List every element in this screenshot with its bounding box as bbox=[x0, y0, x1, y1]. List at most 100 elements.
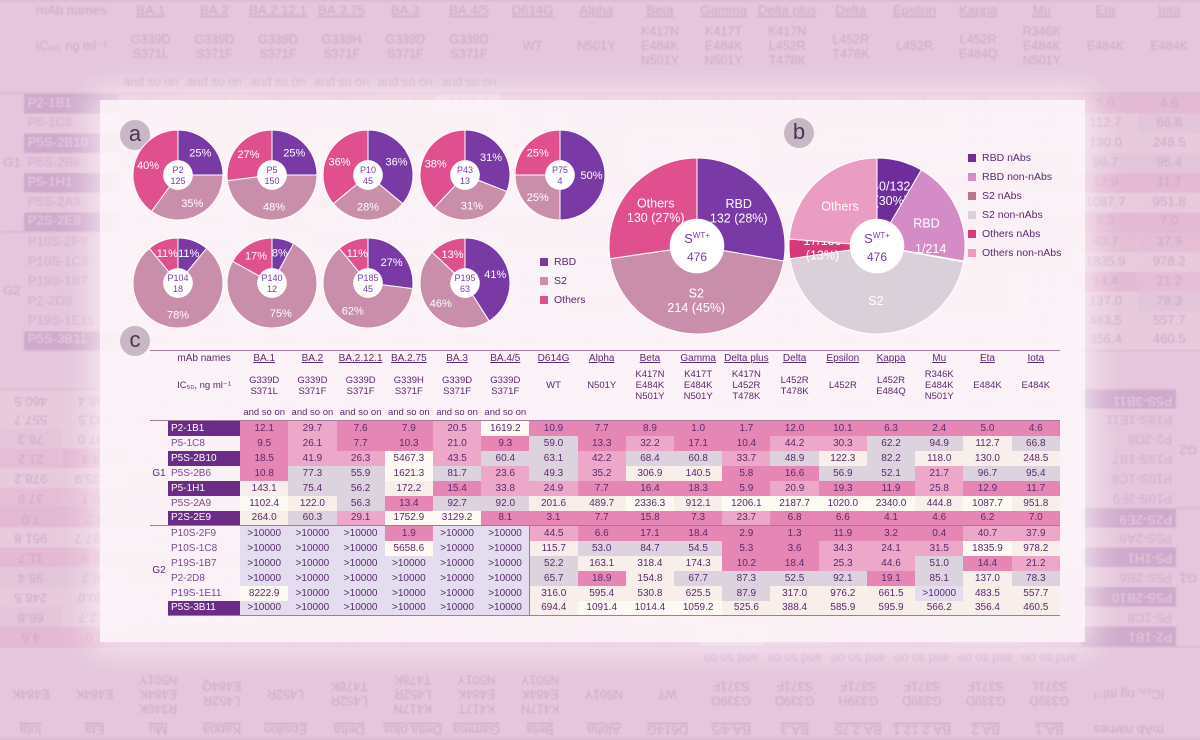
ic50-cell: 1835.9 bbox=[1073, 251, 1138, 272]
ic50-cell: 1.7 bbox=[722, 420, 771, 436]
mutation-cell: N501Y bbox=[578, 366, 626, 406]
header-row-variants: mAb names BA.1 BA.2 BA.2.12.1 BA.2.75 BA.3 BA.… bbox=[150, 350, 1060, 366]
note-cell bbox=[963, 406, 1011, 421]
ic50-cell: 48.9 bbox=[770, 450, 819, 466]
ic50-cell: 32.2 bbox=[625, 435, 675, 451]
slice-label: 38% bbox=[425, 158, 447, 170]
ic50-cell: >10000 bbox=[288, 525, 337, 541]
variant-name: Eta bbox=[1095, 3, 1116, 19]
blank bbox=[0, 0, 24, 21]
variant-header: Delta plus bbox=[722, 350, 771, 366]
legend-label: S2 non-nAbs bbox=[982, 208, 1043, 221]
ic50-cell: 7.9 bbox=[384, 420, 433, 436]
variant-header: Beta bbox=[628, 0, 692, 21]
ic50-cell: 7.7 bbox=[577, 510, 626, 526]
variant-header: Iota bbox=[1011, 350, 1060, 366]
ic50-cell: 3129.2 bbox=[432, 510, 482, 526]
ic50-cell: 65.7 bbox=[528, 570, 578, 586]
ic50-cell: 30.3 bbox=[818, 435, 867, 451]
variant-name: BA.2.12.1 bbox=[338, 352, 383, 364]
mab-name: P2-2D8 bbox=[27, 293, 73, 309]
mutation: G339D bbox=[385, 32, 426, 47]
pie-slice bbox=[789, 245, 965, 335]
pie-center bbox=[163, 160, 193, 190]
variant-header: Epsilon bbox=[882, 0, 947, 21]
ic50-cell: 12.0 bbox=[770, 420, 819, 436]
legend-item: RBD nAbs bbox=[968, 148, 1061, 167]
ic50-cell: 317.0 bbox=[770, 585, 819, 601]
ic50-cell: 7.7 bbox=[577, 420, 626, 436]
ic50-cell: 9.5 bbox=[240, 435, 289, 451]
mutation: G339D bbox=[249, 374, 280, 386]
ic50-cell: 94.9 bbox=[915, 435, 964, 451]
legend-item: RBD bbox=[540, 252, 586, 271]
mutation-cell: G339D S371L bbox=[119, 20, 183, 73]
ic50-cell: 1087.7 bbox=[963, 495, 1012, 511]
name-header: mAb names bbox=[23, 0, 119, 21]
mab-name: P5S-2B6 bbox=[27, 155, 81, 170]
variant-name: Iota bbox=[1158, 3, 1181, 19]
note-cell: and so on bbox=[339, 407, 382, 419]
pie-count: 45 bbox=[363, 284, 373, 294]
ic50-cell: 1059.2 bbox=[674, 600, 723, 616]
mutation: S371F bbox=[298, 385, 327, 397]
ic50-cell: 59.0 bbox=[529, 435, 578, 451]
mutation: S371L bbox=[250, 385, 278, 397]
ic50-cell: 40.7 bbox=[963, 525, 1012, 541]
variant-header: Mu bbox=[1009, 0, 1074, 21]
slice-label: 25% bbox=[283, 148, 305, 160]
mutation: L452R bbox=[828, 380, 857, 391]
ic50-cell: 694.4 bbox=[528, 600, 578, 616]
mutation-cell: WT bbox=[501, 20, 565, 73]
ic50-cell: 21.0 bbox=[432, 435, 482, 451]
ic50-cell: 84.7 bbox=[625, 540, 675, 556]
group-label: G2 bbox=[150, 525, 169, 616]
variant-name: Alpha bbox=[579, 3, 614, 19]
ic50-cell: 1091.4 bbox=[577, 600, 626, 616]
ic50-cell: 130.0 bbox=[1073, 132, 1138, 153]
mutation: L452R bbox=[959, 32, 997, 47]
ic50-cell: 78.3 bbox=[1011, 570, 1060, 586]
pie-count: 13 bbox=[460, 176, 470, 186]
mutation: E484K bbox=[683, 380, 713, 391]
note-cell bbox=[529, 406, 577, 421]
mutation: E484K bbox=[973, 380, 1002, 391]
header-row-mutations: IC₅₀, ng ml⁻¹ G339D S371L G339D S371F G339D S3… bbox=[150, 366, 1060, 406]
legend-label: S2 nAbs bbox=[982, 189, 1022, 202]
ic50-cell: 16.6 bbox=[770, 465, 819, 481]
variant-name: BA.2 bbox=[301, 352, 324, 364]
legend-swatch bbox=[968, 229, 976, 238]
slice-label: RBD bbox=[913, 216, 939, 230]
panel-b-legend: RBD nAbs RBD non-nAbs S2 nAbs S2 non-nAbs Ot… bbox=[968, 148, 1061, 262]
ic50-cell: 566.2 bbox=[915, 600, 964, 616]
ic50-cell: 388.4 bbox=[770, 600, 819, 616]
ic50-cell: 6.3 bbox=[866, 420, 916, 436]
ic50-cell: 75.4 bbox=[288, 480, 337, 496]
variant-header: BA.2 bbox=[288, 350, 337, 366]
mab-name: P19S-1B7 bbox=[171, 557, 217, 569]
ic50-cell: 3.2 bbox=[866, 525, 916, 541]
ic50-cell: 1.9 bbox=[384, 525, 433, 541]
variant-header: Iota bbox=[1137, 0, 1200, 21]
mutation: L452R bbox=[732, 380, 761, 391]
ic50-cell: >10000 bbox=[288, 585, 337, 601]
ic50-cell: 6.2 bbox=[1073, 211, 1138, 232]
ic50-cell: 1835.9 bbox=[963, 540, 1012, 556]
pie-center-count: 476 bbox=[687, 250, 707, 264]
ic50-cell: 595.4 bbox=[577, 585, 626, 601]
mutation: L452R bbox=[780, 374, 809, 386]
mutation-cell: L452R E484Q bbox=[867, 366, 915, 406]
slice-label: 11% bbox=[347, 248, 368, 260]
table-row: P19S-1B7>10000>10000>10000>10000>10000>1… bbox=[150, 555, 1060, 571]
ic50-cell: 2.9 bbox=[722, 525, 771, 541]
mab-name: P19S-1E11 bbox=[27, 313, 95, 329]
ic50-cell: 81.7 bbox=[432, 465, 482, 481]
ic50-cell: 13.4 bbox=[384, 495, 433, 511]
slice-label: Others bbox=[637, 197, 675, 211]
pie-slice bbox=[177, 129, 224, 176]
variant-header: BA.2.75 bbox=[309, 0, 374, 21]
ic50-cell: >10000 bbox=[240, 600, 289, 616]
pie-slice bbox=[332, 174, 404, 221]
